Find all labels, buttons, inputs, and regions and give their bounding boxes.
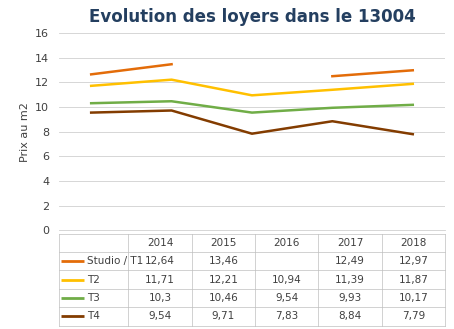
Bar — [192, 289, 255, 307]
Bar — [128, 234, 192, 252]
Text: 10,46: 10,46 — [208, 293, 238, 303]
Y-axis label: Prix au m2: Prix au m2 — [20, 102, 30, 162]
Bar — [59, 289, 128, 307]
Bar — [318, 307, 382, 326]
Text: 9,54: 9,54 — [275, 293, 298, 303]
Text: 12,49: 12,49 — [335, 256, 365, 266]
Bar — [128, 270, 192, 289]
Title: Evolution des loyers dans le 13004: Evolution des loyers dans le 13004 — [89, 8, 415, 26]
Bar — [192, 252, 255, 270]
Text: 10,3: 10,3 — [148, 293, 172, 303]
Text: 9,54: 9,54 — [148, 312, 172, 321]
Text: 8,84: 8,84 — [338, 312, 362, 321]
Text: 9,93: 9,93 — [338, 293, 362, 303]
Bar — [59, 307, 128, 326]
Bar — [192, 270, 255, 289]
Text: 11,39: 11,39 — [335, 275, 365, 285]
Text: 10,94: 10,94 — [272, 275, 301, 285]
Bar — [318, 252, 382, 270]
Bar — [192, 234, 255, 252]
Text: 2016: 2016 — [273, 238, 300, 248]
Text: 10,17: 10,17 — [399, 293, 428, 303]
Bar — [59, 252, 128, 270]
Text: T3: T3 — [87, 293, 100, 303]
Text: 12,97: 12,97 — [398, 256, 428, 266]
Bar — [382, 270, 445, 289]
Text: T2: T2 — [87, 275, 100, 285]
Text: T4: T4 — [87, 312, 100, 321]
Text: 11,71: 11,71 — [145, 275, 175, 285]
Bar — [255, 234, 318, 252]
Text: 12,64: 12,64 — [145, 256, 175, 266]
Text: 7,83: 7,83 — [275, 312, 298, 321]
Bar — [59, 234, 128, 252]
Text: 11,87: 11,87 — [398, 275, 428, 285]
Bar — [192, 307, 255, 326]
Bar — [318, 289, 382, 307]
Bar — [382, 234, 445, 252]
Bar — [382, 252, 445, 270]
Bar — [255, 252, 318, 270]
Bar — [318, 234, 382, 252]
Bar — [128, 252, 192, 270]
Text: 13,46: 13,46 — [208, 256, 238, 266]
Bar — [255, 270, 318, 289]
Bar — [318, 270, 382, 289]
Bar — [128, 307, 192, 326]
Bar — [128, 289, 192, 307]
Bar — [255, 289, 318, 307]
Text: 7,79: 7,79 — [402, 312, 425, 321]
Text: 2015: 2015 — [210, 238, 237, 248]
Bar — [255, 307, 318, 326]
Text: 12,21: 12,21 — [208, 275, 238, 285]
Text: 2014: 2014 — [147, 238, 173, 248]
Text: 2017: 2017 — [337, 238, 363, 248]
Bar — [382, 289, 445, 307]
Text: Studio / T1: Studio / T1 — [87, 256, 143, 266]
Text: 2018: 2018 — [400, 238, 426, 248]
Bar — [382, 307, 445, 326]
Bar — [59, 270, 128, 289]
Text: 9,71: 9,71 — [212, 312, 235, 321]
